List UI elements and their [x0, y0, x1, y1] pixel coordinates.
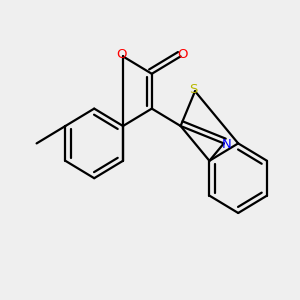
Text: N: N: [221, 138, 231, 152]
Text: O: O: [178, 48, 188, 62]
Text: S: S: [189, 83, 198, 96]
Text: O: O: [116, 48, 127, 62]
